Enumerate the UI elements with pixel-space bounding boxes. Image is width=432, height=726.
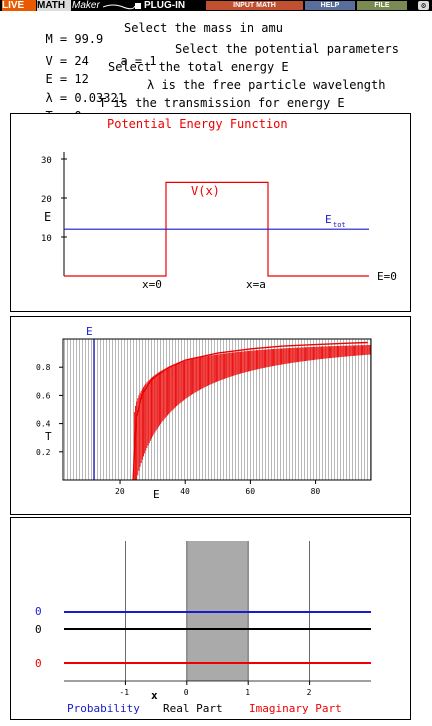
potential-y-label: E bbox=[44, 210, 51, 224]
transmission-chart: 0.2 0.4 0.6 0.8 20 40 60 80 E T E bbox=[36, 325, 372, 501]
mass-row: M = 99.9 bbox=[31, 18, 103, 46]
transmission-panel: 0.2 0.4 0.6 0.8 20 40 60 80 E T E bbox=[10, 316, 411, 515]
potential-plot bbox=[64, 181, 369, 277]
transmission-y-tick-label: 0.6 bbox=[36, 391, 51, 400]
e-row: E = 12 bbox=[31, 58, 89, 86]
transmission-x-tick-label: 40 bbox=[180, 487, 190, 496]
wavefunction-panel: -1 0 1 2 0 0 0 x Probability Real Part Imag… bbox=[10, 517, 411, 720]
lambda-hint: λ is the free particle wavelength bbox=[147, 78, 386, 92]
plug-icon bbox=[103, 3, 141, 10]
wavefunction-x-label: x bbox=[151, 689, 158, 702]
legend-probability: Probability bbox=[67, 702, 140, 715]
etot-label: E bbox=[325, 213, 332, 226]
wavefunction-x-tick-label: -1 bbox=[119, 688, 129, 697]
legend-imaginary-part: Imaginary Part bbox=[249, 702, 342, 715]
e-label: E = bbox=[45, 72, 75, 86]
toolbar: LIVE MATH Maker PLUG-IN INPUT MATH HELP … bbox=[0, 0, 432, 11]
potential-hint: Select the potential parameters bbox=[175, 42, 399, 56]
x0-label: x=0 bbox=[142, 278, 162, 291]
imaginary-value-label: 0 bbox=[35, 657, 42, 670]
logo-math: MATH bbox=[37, 0, 71, 11]
potential-y-tick-label: 30 bbox=[41, 156, 52, 166]
legend-real-part: Real Part bbox=[163, 702, 223, 715]
logo-maker: Maker bbox=[72, 0, 100, 11]
transmission-y-label: T bbox=[45, 430, 52, 443]
input-math-button[interactable]: INPUT MATH bbox=[206, 1, 303, 10]
e-value[interactable]: 12 bbox=[74, 72, 89, 86]
gear-icon[interactable]: ⚙ bbox=[418, 1, 429, 10]
potential-y-axis: 10 20 30 bbox=[41, 152, 67, 276]
wavefunction-plot: -1 0 1 2 bbox=[64, 541, 371, 697]
transmission-axes: 0.2 0.4 0.6 0.8 20 40 60 80 bbox=[36, 338, 372, 496]
transmission-plot-frame bbox=[62, 338, 372, 481]
zero-energy-label: E=0 bbox=[377, 270, 397, 283]
transmission-x-tick-label: 20 bbox=[115, 487, 125, 496]
potential-y-tick-label: 10 bbox=[41, 234, 52, 244]
potential-panel: Potential Energy Function 10 20 30 E V(x) … bbox=[10, 113, 411, 312]
logo-live: LIVE bbox=[2, 0, 36, 11]
transmission-y-tick-label: 0.8 bbox=[36, 363, 51, 372]
a-label: a = bbox=[120, 54, 150, 68]
help-button[interactable]: HELP bbox=[305, 1, 355, 10]
transmission-curve bbox=[93, 339, 371, 481]
wavefunction-x-tick-label: 1 bbox=[245, 688, 250, 697]
transmission-envelope bbox=[132, 341, 368, 481]
etot-subscript: tot bbox=[333, 221, 346, 229]
a-value[interactable]: 1 bbox=[149, 54, 157, 68]
xa-label: x=a bbox=[246, 278, 266, 291]
lambda-label: λ = bbox=[45, 91, 75, 105]
lambda-value: 0.03321 bbox=[74, 91, 125, 105]
a-row: a = 1 bbox=[106, 40, 157, 68]
plugin-label: PLUG-IN bbox=[144, 0, 186, 11]
transmission-x-label: E bbox=[153, 488, 160, 501]
wavefunction-chart: -1 0 1 2 0 0 0 x Probability Real Part Imag… bbox=[35, 541, 371, 715]
potential-y-tick-label: 20 bbox=[41, 195, 52, 205]
barrier-label: V(x) bbox=[191, 184, 220, 198]
lambda-row: λ = 0.03321 bbox=[31, 77, 125, 105]
transmission-x-tick-label: 60 bbox=[245, 487, 255, 496]
energy-marker-label: E bbox=[86, 325, 93, 338]
transmission-y-tick-label: 0.2 bbox=[36, 448, 51, 457]
real-value-label: 0 bbox=[35, 623, 42, 636]
transmission-y-tick-label: 0.4 bbox=[36, 420, 51, 429]
v-row: V = 24 bbox=[31, 40, 89, 68]
mass-label: M = bbox=[45, 32, 75, 46]
mass-value[interactable]: 99.9 bbox=[74, 32, 104, 46]
potential-barrier-line bbox=[64, 181, 369, 277]
file-button[interactable]: FILE bbox=[357, 1, 407, 10]
v-label: V = bbox=[45, 54, 75, 68]
potential-title: Potential Energy Function bbox=[107, 117, 288, 131]
wavefunction-x-tick-label: 0 bbox=[184, 688, 189, 697]
mass-hint: Select the mass in amu bbox=[124, 21, 283, 35]
v-value[interactable]: 24 bbox=[74, 54, 89, 68]
transmission-x-tick-label: 80 bbox=[311, 487, 321, 496]
t-hint: T is the transmission for energy E bbox=[99, 96, 345, 110]
probability-value-label: 0 bbox=[35, 605, 42, 618]
energy-hint: Select the total energy E bbox=[108, 60, 289, 74]
wavefunction-x-tick-label: 2 bbox=[307, 688, 312, 697]
